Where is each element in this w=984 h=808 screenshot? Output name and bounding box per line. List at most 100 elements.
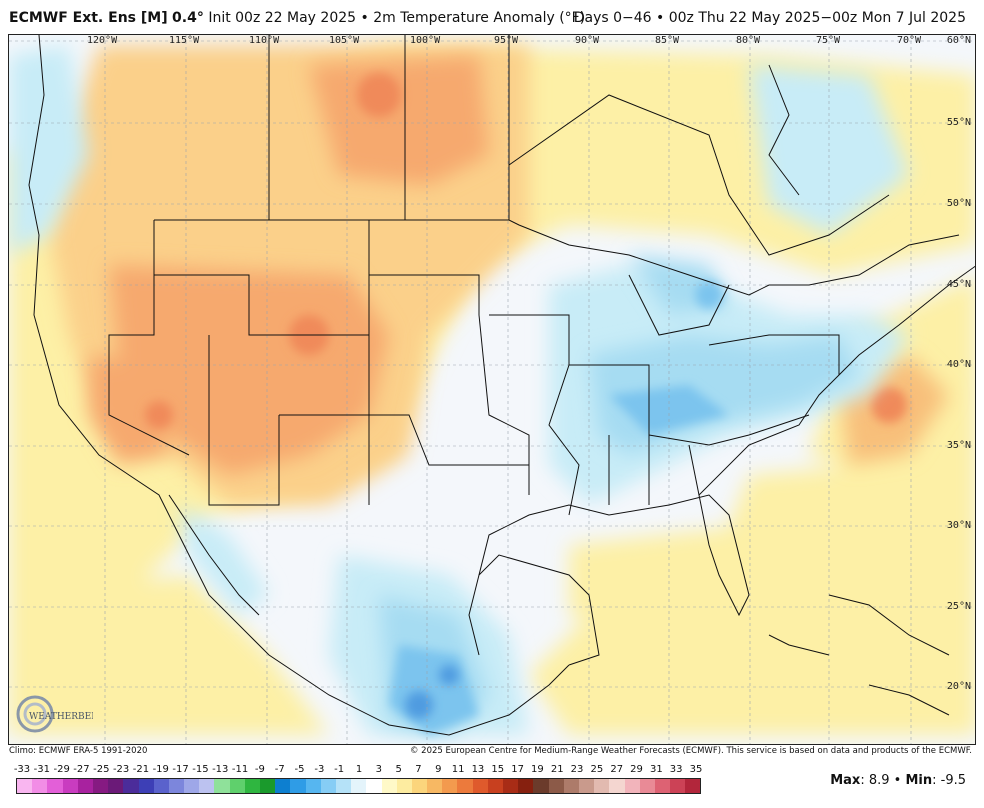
colorbar-swatch [275,779,291,793]
colorbar-swatch [290,779,306,793]
colorbar-swatch [229,779,245,793]
colorbar-tick-label: -19 [152,764,169,775]
colorbar-tick-label: 19 [531,764,544,775]
colorbar-tick-label: 21 [550,764,564,775]
colorbar-swatch [609,779,625,793]
lat-label-50n: 50°N [946,198,971,209]
field-name: 2m Temperature Anomaly (°F) [373,10,586,26]
model-name: ECMWF Ext. Ens [M] [9,10,168,26]
colorbar-swatch [427,779,443,793]
lon-label-120w: 120°W [87,35,118,46]
colorbar-swatch [168,779,185,793]
model-resolution: 0.4° [172,10,204,26]
lat-label-25n: 25°N [946,601,971,612]
colorbar-tick-label: -13 [212,764,229,775]
min-label: Min [905,773,933,788]
colorbar-tick-label: -7 [274,764,285,775]
colorbar-swatch [366,779,382,793]
colorbar-swatch [123,779,139,793]
colorbar-swatch [411,779,428,793]
copyright-note: © 2025 European Centre for Medium-Range … [409,746,972,756]
warm-anomaly-deep [145,73,907,429]
colorbar-swatch [381,779,397,793]
lon-label-80w: 80°W [736,35,761,46]
colorbar-tick-label: -5 [294,764,305,775]
logo-swirl-icon: WEATHERBELL [16,695,93,733]
colorbar-swatch [548,779,564,793]
colorbar-swatch [578,779,595,793]
colorbar-swatch [320,779,336,793]
lon-label-70w: 70°W [897,35,922,46]
colorbar-tick-label: 31 [649,764,663,775]
colorbar-tick-label: -21 [132,764,150,775]
colorbar-tick-label: -27 [73,764,90,775]
colorbar-tick-label: 7 [415,764,422,775]
lat-label-45n: 45°N [946,279,971,290]
colorbar-swatch [17,779,33,793]
colorbar-swatch [396,779,412,793]
colorbar-tick-label: 15 [491,764,505,775]
lat-label-60n: 60°N [946,35,971,46]
colorbar-swatch [305,779,321,793]
colorbar-tick-label: 11 [451,764,465,775]
colorbar-swatch [47,779,63,793]
colorbar-tick-label: 9 [435,764,442,775]
colorbar-swatch [335,779,352,793]
colorbar-tick-label: 29 [630,764,643,775]
climo-note: Climo: ECMWF ERA-5 1991-2020 [9,746,148,756]
colorbar-tick-label: -23 [112,764,130,775]
colorbar-tick-label: -29 [53,764,70,775]
colorbar-swatch [138,779,154,793]
colorbar-swatch [472,779,488,793]
colorbar-tick-label: 35 [689,764,703,775]
max-min-readout: Max: 8.9 • Min: -9.5 [830,773,966,788]
title: ECMWF Ext. Ens [M] 0.4° Init 00z 22 May … [9,10,585,26]
colorbar-swatch [503,779,519,793]
lon-label-100w: 100°W [410,35,441,46]
lat-label-35n: 35°N [946,440,971,451]
colorbar-swatch [214,779,230,793]
lon-label-75w: 75°W [816,35,841,46]
colorbar-tick-label: 25 [590,764,604,775]
colorbar-swatch [487,779,503,793]
title-separator: • [360,10,369,26]
colorbar-swatch [244,779,260,793]
colorbar-tick-label: 13 [471,764,485,775]
lon-label-110w: 110°W [249,35,280,46]
valid-range: Days 0−46 • 00z Thu 22 May 2025−00z Mon … [573,10,966,26]
colorbar-swatch [108,779,124,793]
colorbar-swatch [442,779,458,793]
colorbar-swatch [351,779,367,793]
lat-label-40n: 40°N [946,359,971,370]
max-label: Max [830,773,861,788]
colorbar-swatch [153,779,169,793]
colorbar-tick-label: 27 [610,764,624,775]
init-time: Init 00z 22 May 2025 [208,10,357,26]
colorbar-tick-label: -9 [254,764,265,775]
colorbar-swatch [62,779,78,793]
colorbar-swatch [199,779,215,793]
colorbar-tick-labels: -33 -31 -29 -27 -25 -23 -21 -19 -17 -15 -13 -11 -9 -7… [6,764,706,776]
colorbar-swatch [518,779,534,793]
lon-label-105w: 105°W [329,35,360,46]
max-value: 8.9 [868,773,890,788]
lon-label-85w: 85°W [655,35,680,46]
lon-label-95w: 95°W [494,35,519,46]
colorbar-tick-label: -33 [13,764,31,775]
colorbar-tick-label: 33 [669,764,683,775]
colorbar-tick-label: -17 [172,764,189,775]
colorbar-tick-label: -11 [231,764,249,775]
colorbar-swatch [685,779,701,793]
colorbar-swatch [594,779,610,793]
colorbar-tick-label: 5 [395,764,402,775]
political-boundaries [28,35,975,736]
colorbar-swatch [639,779,655,793]
colorbar [16,778,702,794]
logo-text: WEATHERBELL [29,712,93,722]
lat-label-20n: 20°N [946,681,971,692]
lat-label-30n: 30°N [946,520,971,531]
colorbar-swatch [260,779,276,793]
colorbar-tick-label: -25 [93,764,110,775]
colorbar-tick-label: 1 [355,764,363,775]
colorbar-swatch [32,779,48,793]
